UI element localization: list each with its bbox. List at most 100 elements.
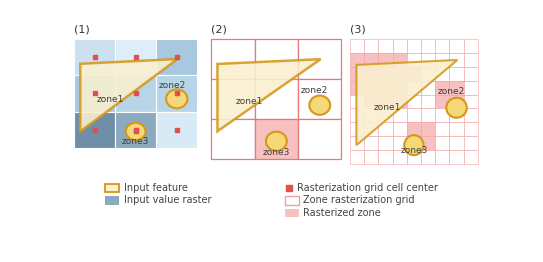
Bar — [464, 53, 478, 67]
Text: zone1: zone1 — [374, 103, 401, 112]
Bar — [378, 150, 393, 164]
Bar — [421, 53, 435, 67]
Ellipse shape — [126, 123, 146, 140]
Bar — [450, 95, 464, 108]
Bar — [450, 81, 464, 95]
Bar — [464, 81, 478, 95]
Bar — [435, 67, 450, 81]
Text: zone2: zone2 — [301, 86, 328, 95]
Bar — [378, 67, 393, 81]
Bar — [435, 39, 450, 53]
Bar — [74, 75, 115, 112]
Bar — [450, 67, 464, 81]
Text: (1): (1) — [74, 25, 90, 35]
Bar — [156, 75, 197, 112]
Bar — [464, 136, 478, 150]
Bar — [378, 81, 393, 95]
Bar — [393, 136, 407, 150]
Bar — [105, 196, 119, 205]
Bar — [364, 150, 378, 164]
Bar — [105, 184, 119, 192]
Bar — [464, 122, 478, 136]
Bar — [435, 95, 450, 108]
Bar — [421, 122, 435, 136]
Bar — [115, 75, 156, 112]
Bar — [421, 81, 435, 95]
Text: zone2: zone2 — [437, 87, 465, 96]
Bar — [407, 122, 421, 136]
Bar — [298, 39, 342, 79]
Bar — [350, 95, 364, 108]
Bar — [364, 136, 378, 150]
Ellipse shape — [310, 96, 330, 115]
Text: (3): (3) — [350, 25, 366, 35]
Polygon shape — [80, 59, 178, 132]
Bar — [378, 136, 393, 150]
Bar — [74, 112, 115, 148]
Bar — [435, 136, 450, 150]
Bar — [435, 122, 450, 136]
Bar — [393, 122, 407, 136]
Bar — [464, 150, 478, 164]
Bar — [393, 53, 407, 67]
Text: Zone rasterization grid: Zone rasterization grid — [304, 195, 415, 205]
Bar — [364, 122, 378, 136]
Bar — [298, 79, 342, 119]
Bar — [156, 112, 197, 148]
Bar — [255, 79, 298, 119]
Bar — [421, 39, 435, 53]
Bar — [350, 53, 364, 67]
Bar — [393, 39, 407, 53]
Bar — [407, 67, 421, 81]
Bar — [350, 136, 364, 150]
Bar — [74, 39, 115, 75]
Bar — [450, 53, 464, 67]
Bar — [393, 95, 407, 108]
Bar — [211, 79, 255, 119]
Bar — [211, 119, 255, 159]
Polygon shape — [217, 59, 320, 131]
Bar — [255, 39, 298, 79]
Ellipse shape — [266, 132, 287, 151]
Bar — [364, 53, 378, 67]
Bar — [364, 108, 378, 122]
Bar — [115, 112, 156, 148]
Bar — [350, 122, 364, 136]
Bar — [450, 122, 464, 136]
Bar — [464, 39, 478, 53]
Bar — [421, 108, 435, 122]
Bar — [298, 119, 342, 159]
Bar — [350, 39, 364, 53]
Bar — [435, 53, 450, 67]
Ellipse shape — [405, 135, 424, 155]
Text: Rasterized zone: Rasterized zone — [304, 208, 381, 218]
Bar — [255, 119, 298, 159]
Bar — [378, 53, 393, 67]
Bar — [435, 81, 450, 95]
Bar — [464, 108, 478, 122]
Text: zone3: zone3 — [400, 146, 427, 155]
Bar — [378, 95, 393, 108]
Bar — [407, 53, 421, 67]
Bar — [407, 81, 421, 95]
Text: zone1: zone1 — [97, 95, 124, 105]
Bar — [115, 39, 156, 75]
Text: Rasterization grid cell center: Rasterization grid cell center — [297, 183, 438, 193]
Bar — [407, 39, 421, 53]
Bar — [350, 81, 364, 95]
Bar — [407, 95, 421, 108]
Bar — [450, 108, 464, 122]
Bar — [393, 108, 407, 122]
Bar — [378, 108, 393, 122]
Bar — [421, 136, 435, 150]
Bar — [364, 81, 378, 95]
Bar — [407, 136, 421, 150]
Bar — [407, 108, 421, 122]
Bar — [407, 150, 421, 164]
Bar — [156, 39, 197, 75]
Ellipse shape — [166, 89, 187, 108]
Bar — [364, 39, 378, 53]
Bar — [364, 67, 378, 81]
Bar — [364, 95, 378, 108]
Bar — [285, 209, 299, 217]
